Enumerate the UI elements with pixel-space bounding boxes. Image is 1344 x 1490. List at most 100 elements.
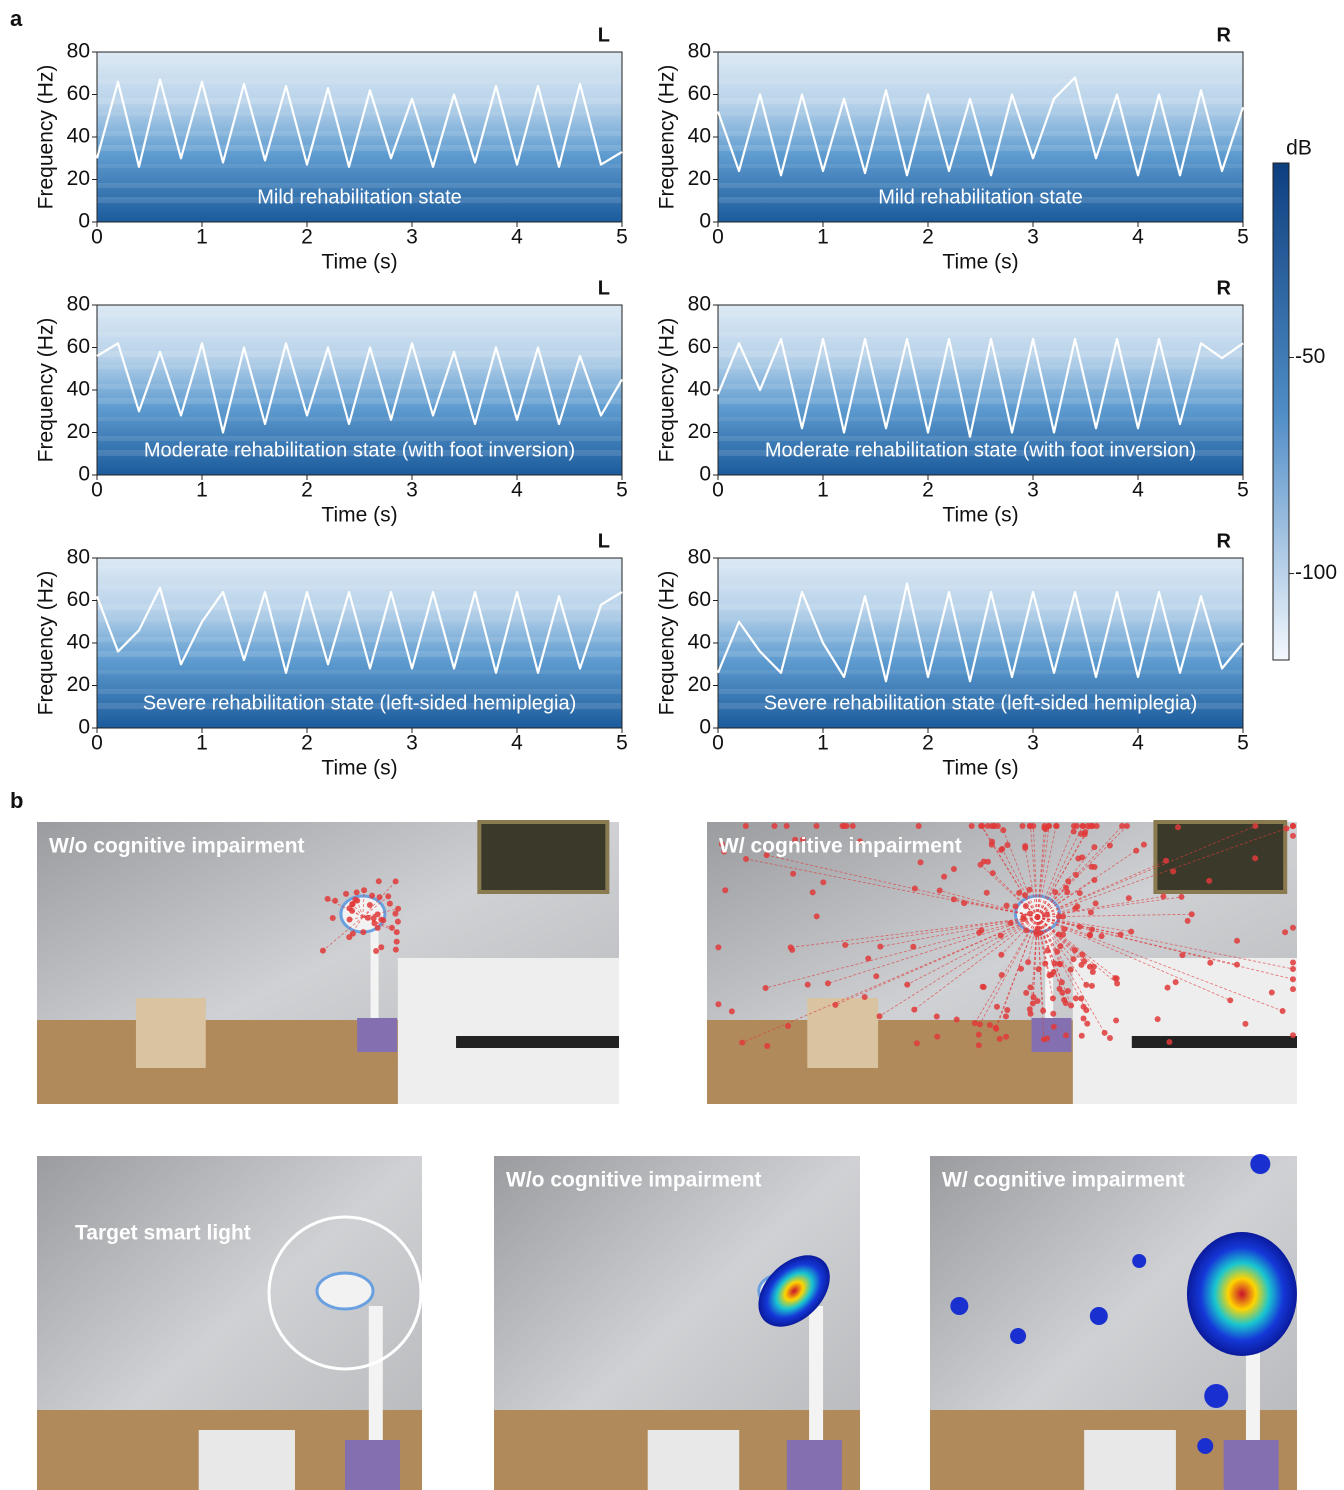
gaze-point (1242, 1020, 1249, 1027)
gaze-path (790, 916, 1038, 948)
gaze-point (933, 1013, 940, 1020)
gaze-path (362, 890, 365, 918)
texture (718, 450, 1243, 456)
gaze-point (763, 852, 770, 859)
gaze-path (974, 916, 1038, 1024)
gaze-point (1002, 1013, 1009, 1020)
spectrogram (97, 52, 622, 222)
y-tick-label: 60 (67, 82, 90, 105)
gaze-point (1089, 968, 1096, 975)
gaze-point (1023, 989, 1030, 996)
gaze-path (835, 916, 1038, 1006)
gaze-point (1166, 1039, 1173, 1046)
y-tick-label: 0 (78, 210, 90, 233)
gaze-point (353, 889, 360, 896)
box (1084, 1430, 1176, 1490)
y-tick-label: 0 (699, 210, 711, 233)
gaze-point (395, 905, 402, 912)
gaze-point (861, 993, 868, 1000)
gaze-point (360, 929, 367, 936)
gaze-point (1004, 1006, 1011, 1013)
gaze-point (813, 823, 820, 829)
texture (718, 670, 1243, 674)
gaze-point (990, 823, 997, 829)
texture (97, 332, 622, 337)
x-tick-label: 5 (616, 226, 628, 249)
gaze-point (1086, 932, 1093, 939)
gaze-point (1027, 984, 1034, 991)
gaze-point (385, 893, 392, 900)
target-circle (267, 1215, 423, 1371)
gaze-point (1053, 823, 1060, 829)
gaze-point (934, 1033, 941, 1040)
gaze-point (1050, 1010, 1057, 1017)
gaze-point (865, 955, 872, 962)
gaze-point (1290, 832, 1296, 839)
gaze-point (976, 929, 983, 936)
gaze-point (392, 946, 399, 953)
gaze-point (1164, 984, 1171, 991)
gaze-point (739, 1039, 746, 1046)
texture (97, 689, 622, 694)
gaze-point (319, 947, 326, 954)
gaze-point (1003, 902, 1010, 909)
gaze-point (1125, 895, 1132, 902)
gaze-point (1049, 995, 1056, 1002)
x-tick-label: 5 (616, 732, 628, 755)
gaze-point (718, 841, 725, 848)
gaze-point (976, 1021, 983, 1028)
y-tick-label: 40 (688, 631, 711, 654)
side-label: L (598, 277, 610, 299)
trace (95, 586, 623, 674)
gaze-path (765, 916, 1038, 989)
texture (97, 670, 622, 674)
texture (97, 313, 622, 317)
texture (718, 332, 1243, 337)
texture (97, 197, 622, 203)
gaze-point (1123, 823, 1130, 829)
gaze-point (1113, 975, 1120, 982)
gaze-point (1140, 841, 1147, 848)
gaze-point (1227, 997, 1234, 1004)
shelf (135, 998, 206, 1068)
heatmap (758, 1255, 830, 1327)
gaze-point (1101, 1029, 1108, 1036)
x-tick-label: 2 (922, 479, 934, 502)
gaze-point (376, 894, 383, 901)
gaze-point (1016, 889, 1023, 896)
gaze-point (876, 1013, 883, 1020)
gaze-path (1037, 916, 1087, 986)
trace (95, 78, 623, 168)
gaze-point (1290, 986, 1296, 993)
gaze-path (362, 881, 396, 918)
gaze-path (980, 825, 1038, 918)
texture (97, 131, 622, 136)
gaze-point (1290, 959, 1296, 966)
gaze-point (783, 823, 790, 829)
y-tick-label: 80 (688, 40, 711, 63)
gaze-point (349, 930, 356, 937)
gaze-point (715, 944, 722, 951)
texture (718, 689, 1243, 694)
gaze-point (1043, 911, 1050, 918)
gaze-point (1030, 823, 1037, 829)
gaze-point (1172, 979, 1179, 986)
piano (397, 958, 619, 1104)
gaze-point (771, 823, 778, 829)
gaze-point (370, 915, 377, 922)
gaze-path (1037, 896, 1182, 918)
x-tick-label: 1 (817, 479, 829, 502)
y-tick-label: 40 (688, 378, 711, 401)
gaze-path (1037, 916, 1238, 965)
x-tick-label: 1 (817, 226, 829, 249)
y-tick-label: 80 (688, 293, 711, 316)
photo: W/ cognitive impairment (707, 820, 1297, 1104)
texture (97, 417, 622, 421)
x-tick-label: 0 (91, 732, 103, 755)
gaze-point (1162, 857, 1169, 864)
gaze-path (914, 916, 1038, 1010)
texture (97, 60, 622, 64)
y-tick-label: 60 (67, 588, 90, 611)
gaze-point (950, 865, 957, 872)
gaze-point (1091, 877, 1098, 884)
